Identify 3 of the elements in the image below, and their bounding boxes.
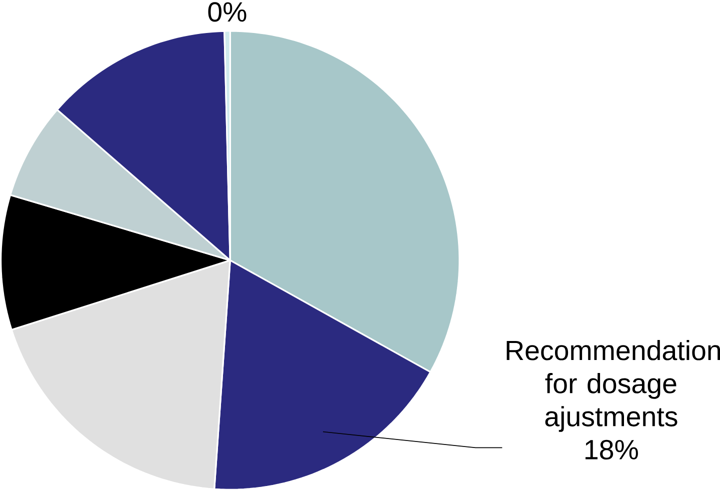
data-label: 18% (586, 440, 638, 460)
data-label: 0% (208, 2, 246, 22)
slice-label: Recommendation for dosage ajustments (506, 340, 720, 432)
